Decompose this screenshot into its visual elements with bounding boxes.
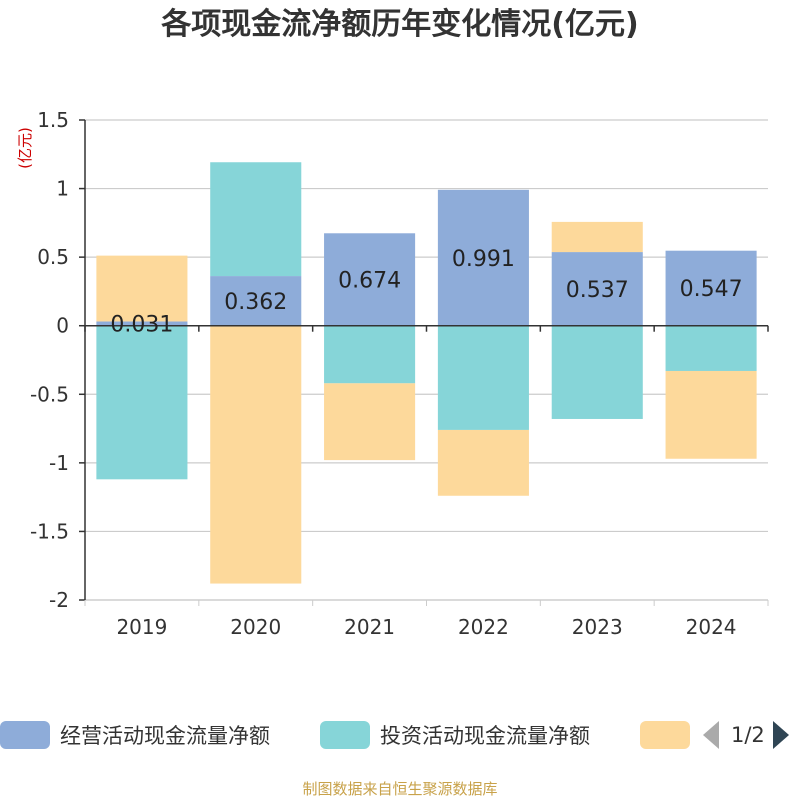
legend-next-page-icon[interactable] (772, 721, 789, 749)
data-label-2020: 0.362 (224, 290, 287, 315)
axes: 1.5 1 0.5 0 -0.5 -1 -1.5 -2 2019 2020 2021 2022 2023… (30, 108, 769, 639)
x-tick-label-2023: 2023 (572, 615, 623, 639)
x-tick-label-2022: 2022 (458, 615, 509, 639)
y-tick-label-7: -2 (49, 588, 69, 612)
data-label-2024: 0.547 (680, 277, 743, 302)
bar-2024-series-0[interactable] (665, 250, 757, 326)
y-tick-label-6: -1.5 (30, 519, 69, 543)
legend-swatch-financing (640, 721, 690, 749)
bar-2020-series-1[interactable] (210, 162, 302, 277)
bar-2020-series-0[interactable] (210, 276, 302, 326)
y-tick-label-2: 0.5 (37, 245, 69, 269)
bar-2019-series-2[interactable] (96, 255, 188, 322)
y-tick-label-3: 0 (56, 314, 69, 338)
legend: 经营活动现金流量净额 投资活动现金流量净额 1/2 (0, 716, 800, 754)
x-tick-label-2019: 2019 (116, 615, 167, 639)
data-labels: 0.031 0.362 0.674 0.991 0.537 0.547 (110, 247, 742, 338)
x-tick-label-2020: 2020 (230, 615, 281, 639)
data-label-2021: 0.674 (338, 268, 401, 293)
bar-2022-series-0[interactable] (437, 189, 529, 326)
legend-label-investing: 投资活动现金流量净额 (380, 724, 590, 748)
y-tick-label-5: -1 (49, 451, 69, 475)
bar-2024-series-1[interactable] (665, 325, 757, 371)
legend-swatch-operating (0, 721, 50, 749)
data-label-2023: 0.537 (566, 278, 629, 303)
bars (96, 162, 757, 584)
bar-2023-series-0[interactable] (551, 252, 643, 326)
legend-item-investing[interactable]: 投资活动现金流量净额 (320, 716, 590, 754)
y-tick-label-0: 1.5 (37, 108, 69, 132)
legend-pager: 1/2 (700, 716, 800, 754)
y-tick-label-4: -0.5 (30, 382, 69, 406)
source-note: 制图数据来自恒生聚源数据库 (302, 780, 498, 798)
bar-2024-series-2[interactable] (665, 370, 757, 459)
bar-2022-series-2[interactable] (437, 429, 529, 496)
bar-2021-series-2[interactable] (324, 383, 416, 461)
chart-title: 各项现金流净额历年变化情况(亿元) (161, 7, 639, 42)
bar-2020-series-2[interactable] (210, 325, 302, 584)
legend-swatch-investing (320, 721, 370, 749)
legend-page-indicator: 1/2 (731, 723, 765, 747)
bar-2023-series-2[interactable] (551, 221, 643, 253)
bar-2021-series-1[interactable] (324, 325, 416, 384)
bar-2019-series-1[interactable] (96, 325, 188, 480)
y-axis-title: (亿元) (16, 127, 34, 169)
legend-item-financing[interactable] (640, 716, 700, 754)
bar-2022-series-1[interactable] (437, 325, 529, 430)
legend-item-operating[interactable]: 经营活动现金流量净额 (0, 716, 270, 754)
bar-2019-series-0[interactable] (96, 321, 188, 326)
data-label-2019: 0.031 (110, 313, 173, 338)
legend-label-operating: 经营活动现金流量净额 (60, 724, 270, 748)
bar-2021-series-0[interactable] (324, 233, 416, 326)
x-tick-label-2021: 2021 (344, 615, 395, 639)
data-label-2022: 0.991 (452, 247, 515, 272)
legend-prev-page-icon[interactable] (703, 721, 719, 749)
bar-2023-series-1[interactable] (551, 325, 643, 419)
x-tick-label-2024: 2024 (686, 615, 737, 639)
y-tick-label-1: 1 (56, 177, 69, 201)
chart-plot: 1.5 1 0.5 0 -0.5 -1 -1.5 -2 2019 2020 2021 2022 2023… (16, 108, 769, 639)
